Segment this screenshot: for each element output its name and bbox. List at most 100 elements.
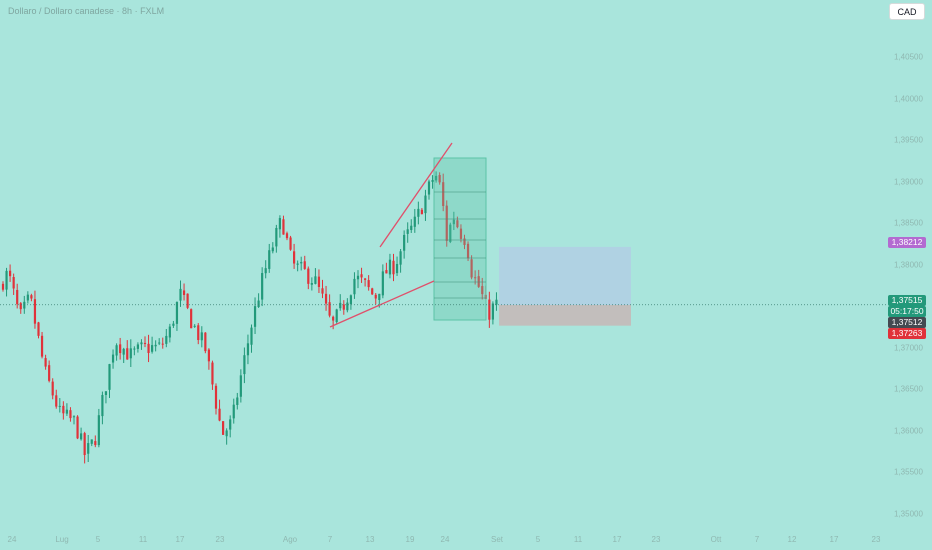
candle-body [80, 433, 83, 440]
candle-body [435, 175, 438, 181]
candle-body [495, 299, 498, 305]
candle-body [442, 182, 445, 206]
time-tick-label: 24 [440, 535, 450, 544]
candle-body [488, 299, 491, 320]
candle-body [69, 410, 72, 419]
candle-body [193, 325, 196, 327]
candle-body [33, 299, 37, 324]
countdown-tag: 05:17:50 [888, 306, 926, 317]
candle-body [342, 304, 345, 310]
candle-body [427, 181, 431, 195]
candle-body [165, 335, 168, 344]
time-tick-label: 23 [871, 535, 881, 544]
candle-body [26, 294, 29, 301]
candle-body [126, 348, 129, 360]
candle-body [332, 316, 335, 321]
time-tick-label: 11 [138, 535, 148, 544]
price-tick-label: 1,40000 [894, 94, 923, 103]
candle-body [90, 439, 93, 444]
candle-body [246, 343, 250, 356]
candle-body [76, 416, 79, 439]
candle-body [154, 344, 157, 347]
candle-body [168, 326, 171, 338]
candle-body [463, 238, 466, 245]
candle-body [232, 404, 235, 419]
candle-body [207, 349, 210, 362]
candle-body [204, 332, 207, 352]
candle-body [264, 268, 267, 274]
candle-body [385, 270, 388, 274]
candle-body [140, 342, 143, 345]
time-tick-label: Ott [710, 535, 722, 544]
candle-body [310, 283, 313, 285]
candle-body [293, 251, 296, 264]
time-tick-label: Lug [55, 535, 69, 544]
candle-body [275, 227, 278, 247]
candle-body [62, 405, 65, 414]
candle-body [111, 354, 115, 363]
candle-body [151, 345, 154, 352]
candle-body [197, 325, 200, 341]
candle-body [371, 288, 374, 295]
candle-body [179, 288, 182, 301]
time-tick-label: 24 [7, 535, 17, 544]
candle-body [431, 180, 434, 182]
time-tick-label: 17 [175, 535, 185, 544]
candle-body [172, 323, 175, 326]
entry-price-tag: 1,37512 [888, 317, 926, 328]
candle-body [399, 251, 402, 265]
candle-body [424, 195, 427, 214]
candle-body [72, 416, 76, 418]
time-tick-label: 12 [787, 535, 797, 544]
candle-body [222, 421, 225, 435]
candle-body [378, 293, 381, 300]
price-tick-label: 1,40500 [894, 52, 923, 62]
candle-body [324, 293, 328, 304]
candle-body [278, 218, 281, 230]
price-tick-label: 1,35000 [894, 509, 923, 518]
candle-body [211, 362, 214, 385]
candle-body [87, 443, 90, 454]
candle-body [339, 302, 342, 309]
candle-body [5, 270, 8, 290]
price-tick-label: 1,39500 [894, 135, 923, 145]
candle-body [335, 309, 338, 323]
last-price-tag: 1,37515 [888, 295, 926, 306]
candle-body [413, 216, 416, 227]
candle-body [317, 276, 321, 287]
time-tick-label: Ago [282, 535, 298, 544]
currency-button[interactable]: CAD [889, 3, 925, 20]
time-tick-label: 5 [95, 535, 101, 544]
candle-body [452, 219, 455, 225]
candle-body [303, 261, 306, 269]
price-tick-label: 1,36500 [894, 384, 923, 394]
candle-body [12, 276, 15, 289]
candle-body [143, 342, 147, 344]
candle-body [271, 247, 274, 252]
candle-body [356, 275, 360, 280]
candle-body [456, 220, 459, 228]
candle-body [289, 237, 292, 250]
candle-body [200, 332, 203, 341]
price-tick-label: 1,35500 [894, 467, 923, 477]
time-tick-label: 23 [651, 535, 661, 544]
candle-body [417, 208, 420, 217]
candle-body [321, 288, 324, 294]
candle-body [108, 364, 111, 390]
candle-body [58, 405, 61, 407]
candle-body [16, 289, 19, 305]
candle-body [186, 293, 189, 308]
candle-body [55, 395, 58, 407]
candle-body [175, 302, 179, 324]
candle-body [364, 278, 367, 280]
candle-body [9, 270, 12, 277]
time-tick-label: 13 [365, 535, 375, 544]
wedge-upper-line [379, 142, 453, 248]
candle-body [477, 276, 480, 287]
price-tick-label: 1,36000 [894, 426, 923, 435]
candle-body [243, 355, 246, 375]
candle-body [214, 385, 218, 409]
stop-loss-zone [499, 305, 631, 326]
